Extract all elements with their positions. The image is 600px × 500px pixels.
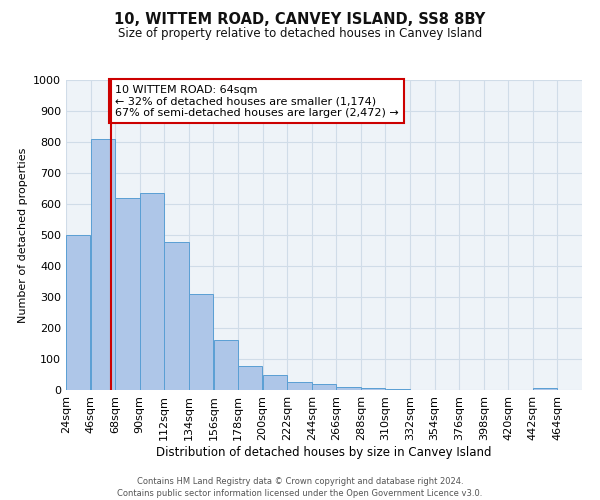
Bar [361, 388, 385, 390]
Bar [287, 382, 311, 390]
Bar [533, 388, 557, 390]
Bar [263, 376, 287, 390]
Text: 10 WITTEM ROAD: 64sqm
← 32% of detached houses are smaller (1,174)
67% of semi-d: 10 WITTEM ROAD: 64sqm ← 32% of detached … [115, 84, 399, 118]
Text: 10, WITTEM ROAD, CANVEY ISLAND, SS8 8BY: 10, WITTEM ROAD, CANVEY ISLAND, SS8 8BY [115, 12, 485, 28]
Bar [312, 384, 336, 390]
Bar [115, 198, 140, 390]
Bar [140, 193, 164, 390]
Bar [164, 242, 188, 390]
Bar [238, 366, 262, 390]
Text: Size of property relative to detached houses in Canvey Island: Size of property relative to detached ho… [118, 28, 482, 40]
Bar [214, 340, 238, 390]
Bar [91, 139, 115, 390]
Bar [66, 235, 91, 390]
Y-axis label: Number of detached properties: Number of detached properties [17, 148, 28, 322]
Text: Contains public sector information licensed under the Open Government Licence v3: Contains public sector information licen… [118, 489, 482, 498]
X-axis label: Distribution of detached houses by size in Canvey Island: Distribution of detached houses by size … [156, 446, 492, 458]
Text: Contains HM Land Registry data © Crown copyright and database right 2024.: Contains HM Land Registry data © Crown c… [137, 478, 463, 486]
Bar [337, 387, 361, 390]
Bar [189, 294, 213, 390]
